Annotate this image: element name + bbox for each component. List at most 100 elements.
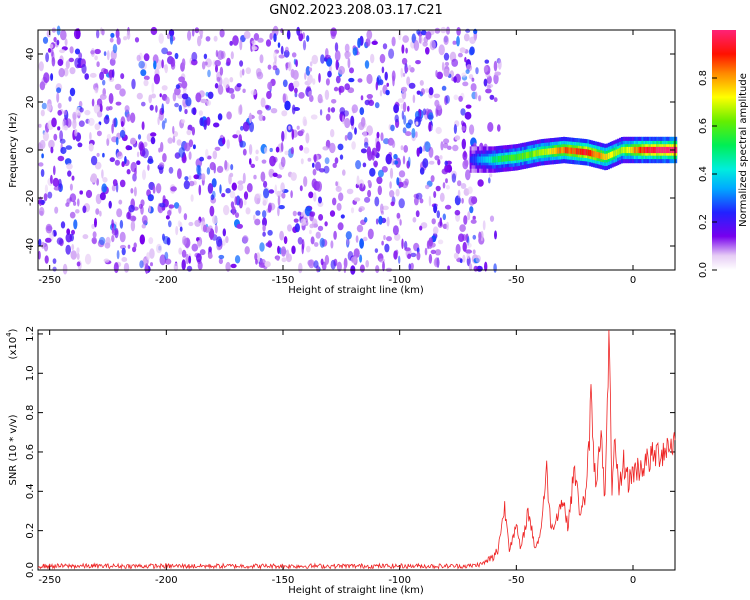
noise-cell <box>393 153 398 160</box>
noise-cell <box>226 57 231 66</box>
noise-cell <box>175 225 179 236</box>
noise-cell <box>84 253 92 265</box>
noise-cell <box>351 141 356 150</box>
noise-cell <box>379 53 386 64</box>
noise-cell <box>305 132 310 144</box>
noise-cell <box>199 117 204 126</box>
signal-cell <box>641 146 644 154</box>
noise-cell <box>57 109 62 116</box>
noise-cell <box>312 162 315 168</box>
noise-cell <box>57 102 62 109</box>
noise-cell <box>230 164 234 171</box>
noise-cell <box>96 178 99 186</box>
noise-cell <box>279 190 282 197</box>
noise-cell <box>342 115 345 125</box>
noise-cell <box>316 181 322 192</box>
noise-cell <box>458 233 465 242</box>
noise-cell <box>285 46 289 53</box>
signal-cell <box>561 147 564 154</box>
noise-cell <box>102 79 106 86</box>
colorbar-tick-label: 0.8 <box>698 70 709 86</box>
signal-cell <box>499 155 502 162</box>
noise-cell <box>236 83 242 88</box>
noise-cell <box>112 43 118 54</box>
noise-cell <box>212 150 218 160</box>
noise-cell <box>310 236 315 245</box>
signal-cell <box>505 155 508 162</box>
noise-cell <box>82 234 89 240</box>
noise-cell <box>471 77 475 82</box>
noise-cell <box>191 126 195 136</box>
noise-cell <box>98 236 106 246</box>
noise-cell <box>164 258 172 265</box>
noise-cell <box>401 110 405 120</box>
noise-cell <box>121 161 125 168</box>
noise-cell <box>259 242 265 252</box>
signal-cell <box>656 146 659 154</box>
noise-cell <box>187 30 192 41</box>
noise-cell <box>385 153 393 165</box>
noise-cell <box>317 93 323 104</box>
noise-cell <box>415 192 423 200</box>
noise-cell <box>442 182 446 189</box>
noise-cell <box>334 157 339 164</box>
noise-cell <box>47 48 52 53</box>
noise-cell <box>424 88 430 93</box>
noise-cell <box>63 125 68 131</box>
signal-cell <box>527 151 530 158</box>
noise-cell <box>360 117 366 127</box>
noise-cell <box>380 203 384 214</box>
noise-cell <box>94 217 97 228</box>
noise-cell <box>119 231 126 243</box>
noise-cell <box>415 131 418 138</box>
noise-cell <box>111 219 114 229</box>
noise-cell <box>94 87 99 94</box>
noise-cell <box>114 83 122 91</box>
noise-cell <box>280 45 284 55</box>
noise-cell <box>320 258 324 266</box>
noise-cell <box>301 243 304 255</box>
noise-cell <box>385 89 390 96</box>
noise-cell <box>184 108 188 115</box>
noise-cell <box>464 111 472 120</box>
noise-cell <box>404 247 411 252</box>
noise-cell <box>77 198 80 207</box>
noise-cell <box>292 210 297 217</box>
noise-cell <box>368 99 375 106</box>
signal-cell <box>490 156 493 163</box>
signal-cell <box>592 151 596 158</box>
noise-cell <box>264 261 271 268</box>
noise-cell <box>489 215 495 222</box>
noise-cell <box>150 136 156 145</box>
noise-cell <box>428 112 434 121</box>
noise-cell <box>101 183 107 193</box>
noise-cell <box>147 194 154 202</box>
noise-cell <box>277 42 281 48</box>
noise-cell <box>205 58 212 68</box>
noise-cell <box>94 123 101 131</box>
noise-cell <box>225 236 229 244</box>
noise-cell <box>207 69 211 78</box>
noise-cell <box>327 70 332 78</box>
noise-cell <box>422 41 428 47</box>
noise-cell <box>422 108 427 116</box>
noise-cell <box>413 40 420 51</box>
noise-cell <box>402 101 407 113</box>
signal-cell <box>622 146 625 154</box>
noise-cell <box>484 59 490 64</box>
noise-cell <box>138 60 145 69</box>
signal-cell <box>577 148 581 155</box>
noise-cell <box>99 71 105 81</box>
noise-cell <box>465 69 470 74</box>
noise-cell <box>164 118 167 124</box>
noise-cell <box>39 139 46 150</box>
noise-cell <box>207 253 213 259</box>
noise-cell <box>205 36 211 42</box>
noise-cell <box>344 83 351 91</box>
noise-cell <box>335 181 338 187</box>
noise-cell <box>379 89 383 97</box>
noise-cell <box>424 247 428 256</box>
noise-cell <box>386 236 392 242</box>
signal-cell <box>650 146 653 154</box>
